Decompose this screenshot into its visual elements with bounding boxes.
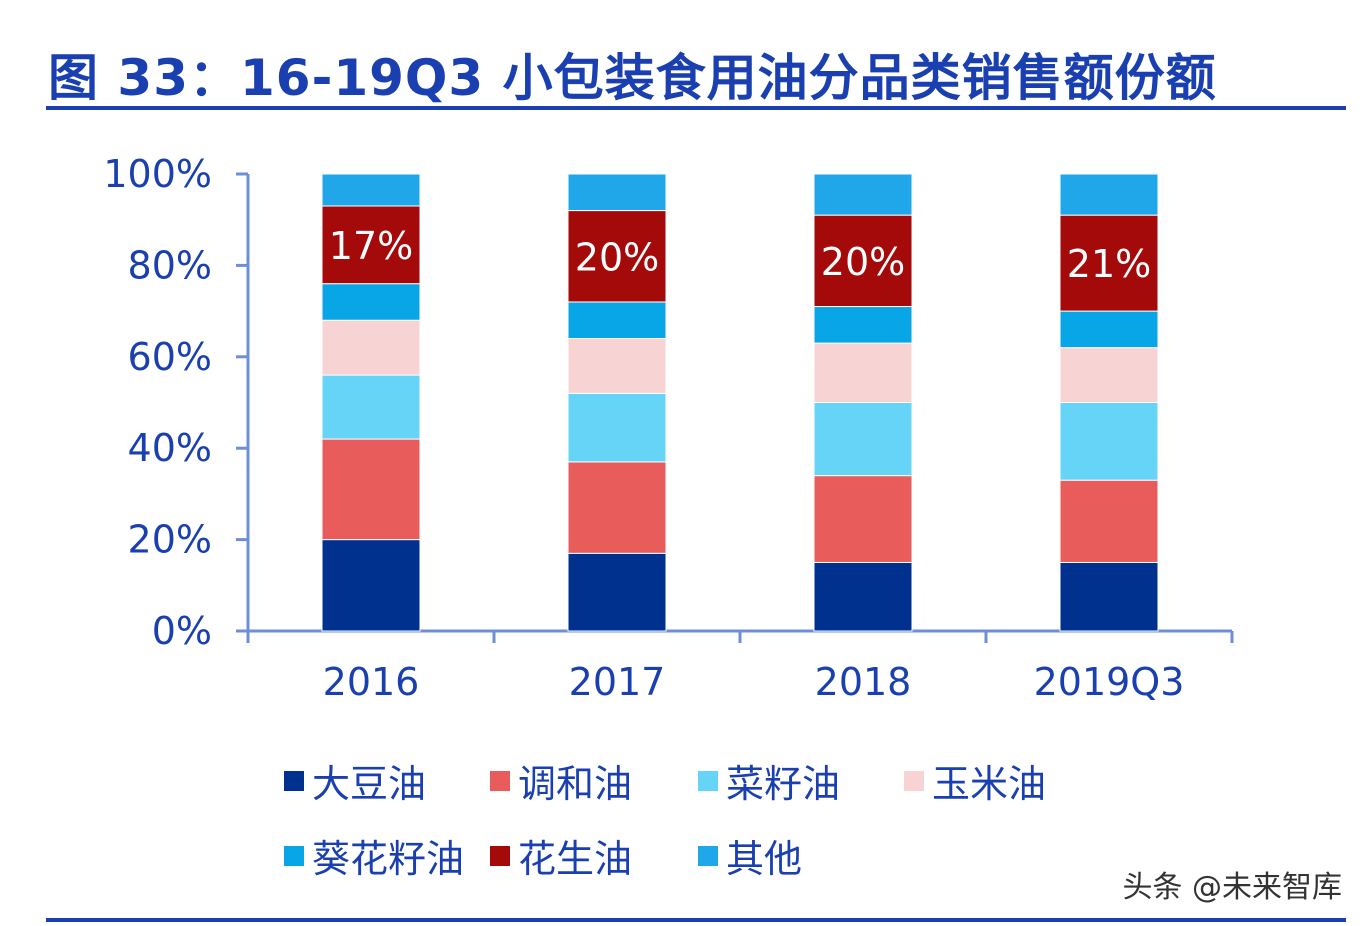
- data-label: 17%: [329, 224, 413, 268]
- legend-swatch: [698, 845, 718, 866]
- y-tick-label: 0%: [152, 609, 212, 653]
- bar-segment: [567, 301, 667, 340]
- bar-segment: [1059, 173, 1159, 216]
- legend-label: 花生油: [518, 837, 633, 881]
- legend-swatch: [284, 770, 304, 791]
- legend-swatch: [284, 845, 304, 866]
- legend-item: 调和油: [490, 753, 632, 808]
- bar-segment: [1059, 561, 1159, 632]
- legend-label: 调和油: [518, 762, 633, 806]
- bar-segment: [813, 342, 913, 403]
- y-tick-label: 20%: [128, 518, 212, 562]
- legend-item: 大豆油: [284, 753, 426, 808]
- bar-segment: [321, 539, 421, 632]
- bar-segment: [813, 306, 913, 344]
- legend-label: 大豆油: [312, 762, 427, 806]
- bar-segment: [567, 338, 667, 394]
- bar-segment: [1059, 347, 1159, 404]
- legend-swatch: [490, 845, 510, 866]
- bar-segment: [1059, 310, 1159, 349]
- y-tick-label: 80%: [128, 243, 212, 287]
- legend-item: 葵花籽油: [284, 828, 464, 883]
- bar-segment: [813, 475, 913, 563]
- bar-segment: [813, 561, 913, 632]
- x-tick-label: 2017: [569, 660, 666, 704]
- data-label: 20%: [821, 240, 905, 284]
- bar-segment: [1059, 402, 1159, 481]
- legend-label: 其他: [726, 837, 803, 881]
- legend-item: 其他: [698, 828, 802, 883]
- legend-item: 花生油: [490, 828, 632, 883]
- legend-item: 玉米油: [904, 753, 1046, 808]
- bar-segment: [567, 461, 667, 554]
- bar-segment: [321, 283, 421, 321]
- y-tick-label: 40%: [128, 426, 212, 470]
- y-tick-label: 60%: [128, 335, 212, 379]
- title-rule: [46, 106, 1346, 110]
- bar-segment: [321, 205, 421, 285]
- legend-label: 玉米油: [932, 762, 1047, 806]
- bar-segment: [567, 173, 667, 212]
- bar-segment: [1059, 479, 1159, 563]
- legend-swatch: [698, 770, 718, 791]
- legend-item: 菜籽油: [698, 753, 840, 808]
- bottom-rule: [46, 918, 1346, 922]
- x-tick-label: 2019Q3: [1034, 660, 1185, 704]
- legend-swatch: [490, 770, 510, 791]
- x-tick-label: 2018: [815, 660, 912, 704]
- bar-segment: [321, 438, 421, 541]
- bar-segment: [567, 552, 667, 632]
- bar-segment: [321, 374, 421, 440]
- y-tick-label: 100%: [103, 152, 212, 196]
- bar-segment: [813, 402, 913, 477]
- bar-segment: [813, 173, 913, 216]
- legend-label: 葵花籽油: [312, 837, 465, 881]
- x-tick-label: 2016: [323, 660, 420, 704]
- legend-swatch: [904, 770, 924, 791]
- data-label: 21%: [1067, 242, 1151, 286]
- bar-segment: [321, 173, 421, 207]
- bar-segment: [1059, 214, 1159, 312]
- legend-label: 菜籽油: [726, 762, 841, 806]
- bar-segment: [567, 392, 667, 463]
- watermark: 头条 @未来智库: [1122, 870, 1342, 905]
- figure-title: 图 33：16-19Q3 小包装食用油分品类销售额份额: [48, 49, 1217, 107]
- bar-segment: [321, 319, 421, 376]
- data-label: 20%: [575, 235, 659, 279]
